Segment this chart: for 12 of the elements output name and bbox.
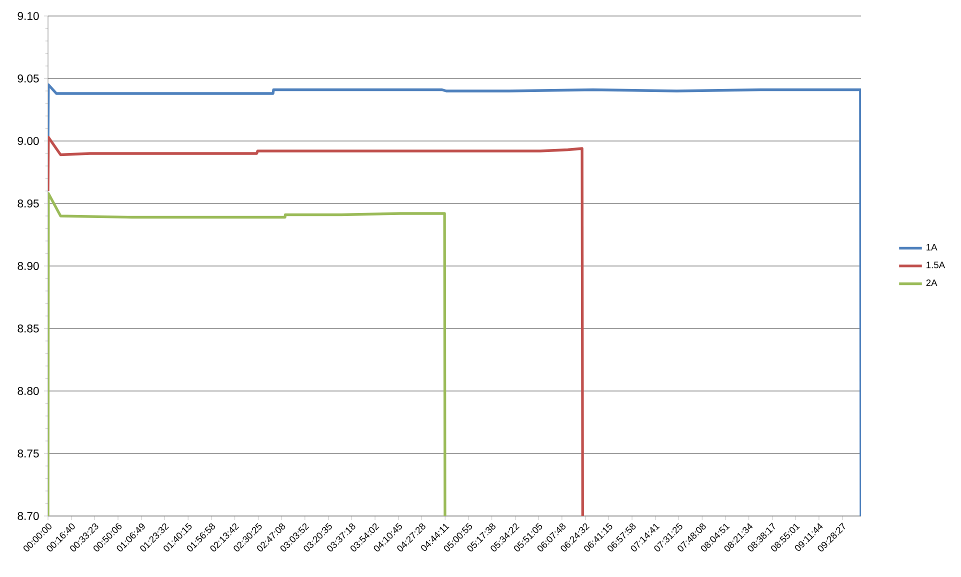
y-tick-label: 9.00 xyxy=(18,136,39,145)
legend-label: 1A xyxy=(926,244,938,250)
y-tick-label: 8.85 xyxy=(18,324,39,332)
y-tick-label: 8.70 xyxy=(18,512,39,520)
y-tick-label: 8.75 xyxy=(18,449,39,458)
y-tick-label: 8.80 xyxy=(18,386,39,395)
legend-label: 1.5A xyxy=(926,262,946,268)
y-tick-label: 8.90 xyxy=(18,262,39,270)
y-tick-label: 8.95 xyxy=(18,199,39,208)
y-tick-label: 9.05 xyxy=(18,74,39,82)
legend-label: 2A xyxy=(926,279,938,286)
y-tick-label: 9.10 xyxy=(18,12,39,20)
